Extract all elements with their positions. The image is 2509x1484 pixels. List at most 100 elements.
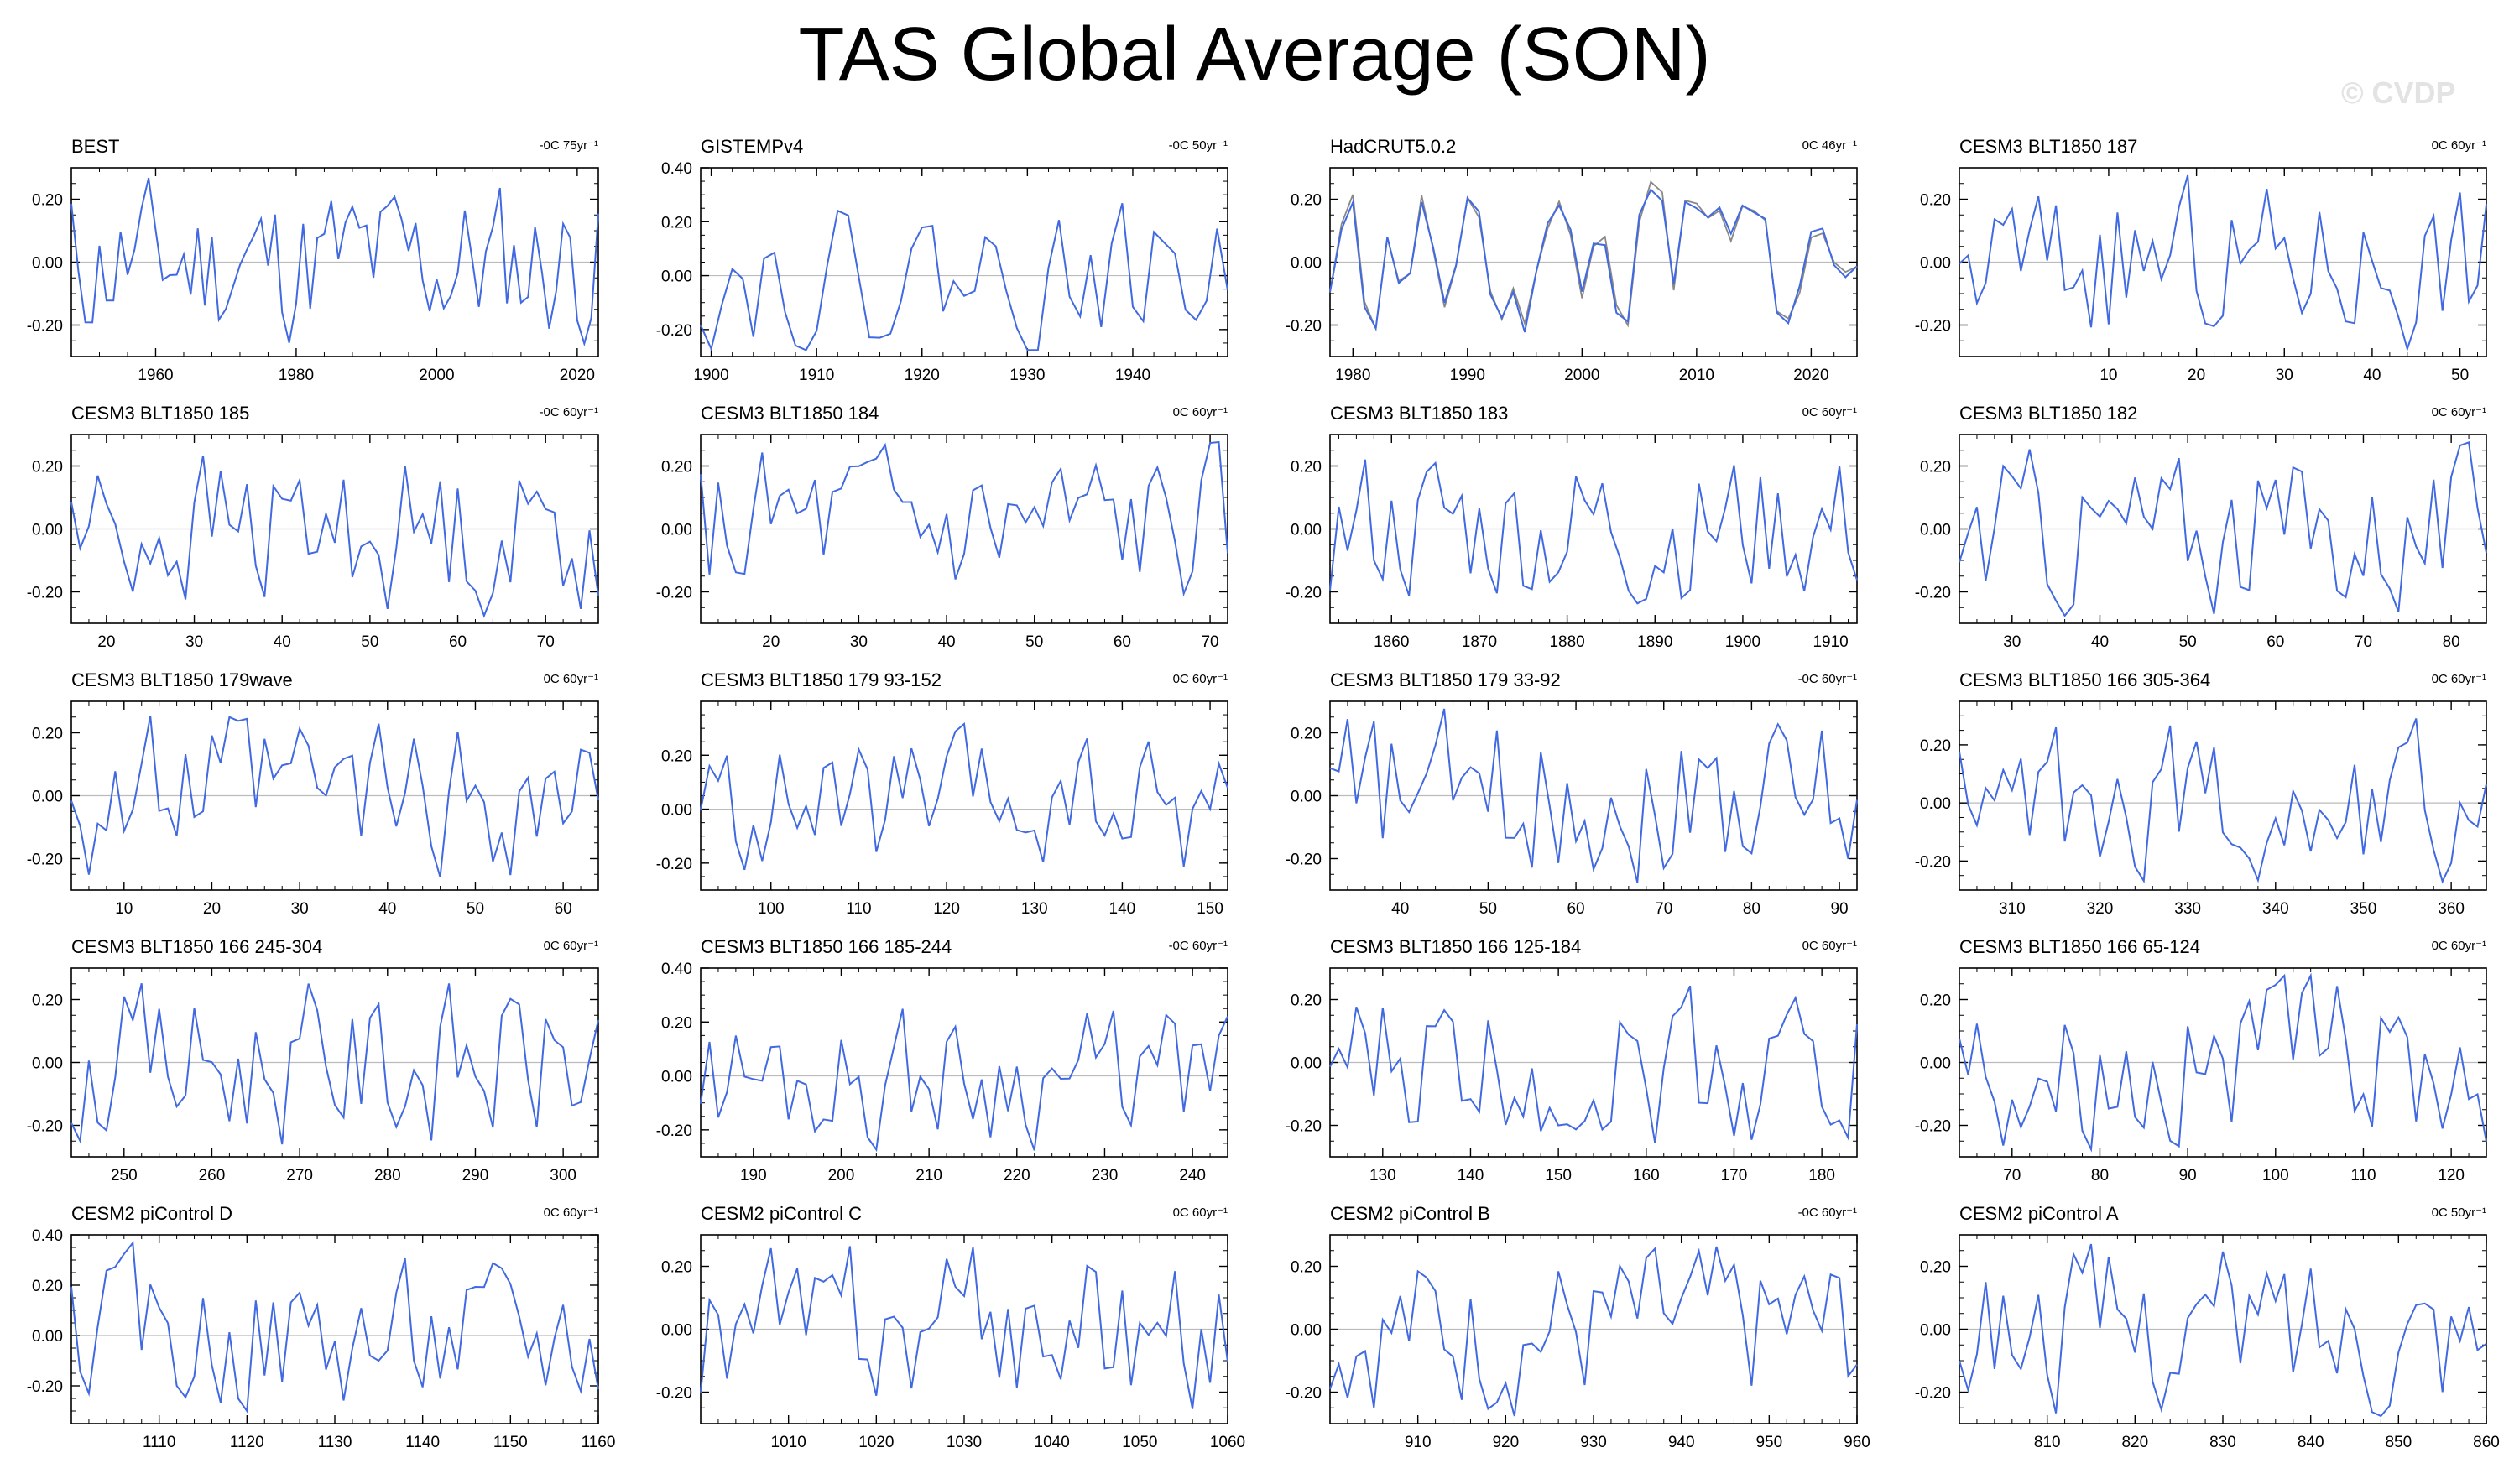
series-line <box>1329 1246 1858 1417</box>
x-tick-label: 10 <box>2100 367 2117 384</box>
panel-trend: 0C 60yr⁻¹ <box>1802 405 1857 419</box>
y-tick-label: -0.20 <box>27 318 63 336</box>
y-tick-label: -0.20 <box>1915 1385 1951 1403</box>
x-tick-label: 810 <box>2034 1434 2061 1451</box>
timeseries-panel: CESM2 piControl C 0C 60yr⁻¹ -0.20 0.00 0.20 1… <box>656 1203 1245 1451</box>
x-tick-label: 130 <box>1369 1167 1396 1185</box>
y-tick-label: 0.00 <box>1920 1055 1951 1073</box>
y-tick-label: 0.20 <box>1291 992 1322 1010</box>
x-tick-label: 930 <box>1580 1434 1607 1451</box>
x-tick-label: 1160 <box>582 1434 616 1451</box>
panel-trend: -0C 60yr⁻¹ <box>1798 1205 1857 1220</box>
timeseries-panel: CESM2 piControl D 0C 60yr⁻¹ -0.20 0.00 0.20 0… <box>27 1203 616 1451</box>
series-line <box>1329 459 1858 605</box>
x-tick-label: 210 <box>915 1167 942 1185</box>
panel-title: BEST <box>71 136 119 157</box>
panel-title: CESM3 BLT1850 179wave <box>71 669 293 690</box>
x-tick-label: 2000 <box>419 367 454 384</box>
timeseries-panel: CESM2 piControl A 0C 50yr⁻¹ -0.20 0.00 0.20 8… <box>1915 1203 2500 1451</box>
timeseries-panel: CESM3 BLT1850 187 0C 60yr⁻¹ -0.20 0.00 0.20 1… <box>1915 136 2487 384</box>
panel-trend: 0C 50yr⁻¹ <box>2432 1205 2486 1220</box>
y-tick-label: 0.00 <box>1920 795 1951 813</box>
timeseries-panel: CESM2 piControl B -0C 60yr⁻¹ -0.20 0.00 0.20… <box>1286 1203 1870 1451</box>
x-tick-label: 960 <box>1844 1434 1870 1451</box>
panel-trend: -0C 60yr⁻¹ <box>1798 672 1857 686</box>
y-tick-label: 0.40 <box>32 1227 63 1245</box>
panel-title: CESM2 piControl A <box>1959 1203 2119 1224</box>
x-tick-label: 860 <box>2473 1434 2500 1451</box>
x-tick-label: 40 <box>274 633 291 651</box>
panel-trend: -0C 75yr⁻¹ <box>540 138 598 153</box>
panel-trend: 0C 60yr⁻¹ <box>2432 405 2486 419</box>
panel-title: CESM3 BLT1850 184 <box>701 403 879 424</box>
x-tick-label: 50 <box>1025 633 1043 651</box>
y-tick-label: -0.20 <box>1286 1385 1322 1403</box>
x-tick-label: 60 <box>1567 900 1584 918</box>
x-tick-label: 10 <box>115 900 133 918</box>
page-title: TAS Global Average (SON) <box>798 13 1711 96</box>
panel-title: CESM3 BLT1850 166 185-244 <box>701 936 952 957</box>
panel-trend: 0C 60yr⁻¹ <box>1802 939 1857 953</box>
x-tick-label: 830 <box>2209 1434 2236 1451</box>
y-tick-label: 0.00 <box>32 1328 63 1346</box>
timeseries-panel: HadCRUT5.0.2 0C 46yr⁻¹ -0.20 0.00 0.20 1980 19… <box>1286 136 1858 384</box>
panel-title: CESM3 BLT1850 166 245-304 <box>71 936 322 957</box>
x-tick-label: 170 <box>1721 1167 1748 1185</box>
x-tick-label: 20 <box>2188 367 2205 384</box>
x-tick-label: 40 <box>378 900 396 918</box>
x-tick-label: 1940 <box>1115 367 1150 384</box>
series-line <box>700 722 1228 871</box>
x-tick-label: 1040 <box>1035 1434 1070 1451</box>
series-line <box>700 1008 1228 1153</box>
x-tick-label: 1870 <box>1462 633 1497 651</box>
x-tick-label: 350 <box>2350 900 2377 918</box>
y-tick-label: 0.20 <box>1920 992 1951 1010</box>
panel-title: CESM2 piControl D <box>71 1203 232 1224</box>
timeseries-panel: CESM3 BLT1850 166 245-304 0C 60yr⁻¹ -0.20 0… <box>27 936 599 1185</box>
x-tick-label: 90 <box>2179 1167 2197 1185</box>
series-line <box>70 177 599 347</box>
x-tick-label: 60 <box>1114 633 1131 651</box>
y-tick-label: -0.20 <box>1915 318 1951 336</box>
y-tick-label: -0.20 <box>1286 585 1322 602</box>
x-tick-label: 50 <box>2179 633 2197 651</box>
x-tick-label: 1900 <box>693 367 728 384</box>
x-tick-label: 40 <box>937 633 955 651</box>
y-tick-label: 0.00 <box>1291 789 1322 806</box>
x-tick-label: 1890 <box>1637 633 1672 651</box>
panel-title: CESM2 piControl C <box>701 1203 862 1224</box>
y-tick-label: -0.20 <box>1915 853 1951 871</box>
y-tick-label: 0.40 <box>661 961 692 978</box>
y-tick-label: 0.00 <box>661 268 692 286</box>
y-tick-label: 0.20 <box>1920 737 1951 755</box>
x-tick-label: 80 <box>1743 900 1760 918</box>
x-tick-label: 1880 <box>1549 633 1584 651</box>
y-tick-label: 0.20 <box>1920 1259 1951 1277</box>
series-line <box>70 1240 599 1414</box>
x-tick-label: 1110 <box>143 1434 175 1451</box>
panel-title: CESM3 BLT1850 179 93-152 <box>701 669 942 690</box>
panel-trend: 0C 46yr⁻¹ <box>1802 138 1857 153</box>
panel-title: CESM3 BLT1850 166 65-124 <box>1959 936 2200 957</box>
plot-frame <box>700 967 1228 1158</box>
y-tick-label: 0.00 <box>1291 1055 1322 1073</box>
plot-frame <box>700 167 1228 357</box>
series-line-secondary <box>1329 180 1858 332</box>
panel-trend: 0C 60yr⁻¹ <box>2432 939 2486 953</box>
x-tick-label: 290 <box>462 1167 489 1185</box>
x-tick-label: 40 <box>1391 900 1409 918</box>
y-tick-label: 0.20 <box>1291 726 1322 743</box>
panel-trend: 0C 60yr⁻¹ <box>1173 1205 1228 1220</box>
timeseries-panel: CESM3 BLT1850 179wave 0C 60yr⁻¹ -0.20 0.00 0… <box>27 669 599 918</box>
x-tick-label: 1960 <box>138 367 173 384</box>
y-tick-label: 0.00 <box>661 802 692 820</box>
series-line <box>1959 718 2487 884</box>
x-tick-label: 220 <box>1004 1167 1030 1185</box>
x-tick-label: 100 <box>2262 1167 2289 1185</box>
x-tick-label: 60 <box>2266 633 2284 651</box>
x-tick-label: 1060 <box>1210 1434 1245 1451</box>
x-tick-label: 330 <box>2174 900 2201 918</box>
x-tick-label: 160 <box>1633 1167 1660 1185</box>
y-tick-label: -0.20 <box>656 1385 692 1403</box>
